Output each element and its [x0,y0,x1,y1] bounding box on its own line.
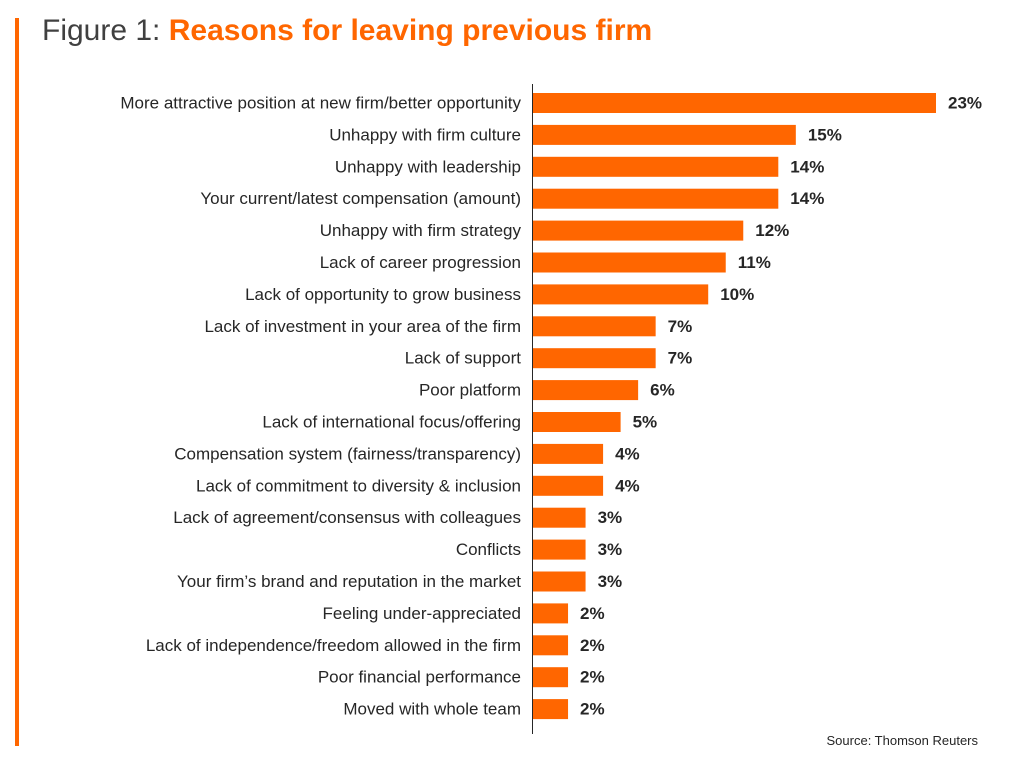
bar [533,571,586,592]
bar [533,220,744,241]
bar [533,412,621,432]
bar [533,667,569,688]
figure-prefix: Figure 1: [42,14,169,47]
value-label: 10% [720,285,754,304]
bar [533,252,726,273]
category-label: Lack of career progression [320,253,521,272]
category-label: Lack of investment in your area of the f… [204,317,521,336]
category-label: Lack of support [405,349,522,368]
bar [533,124,796,145]
value-label: 14% [790,189,824,208]
category-label: Lack of international focus/offering [262,413,521,432]
category-label: Unhappy with leadership [335,157,521,176]
category-label: Poor platform [419,381,521,400]
bars-group: More attractive position at new firm/bet… [120,93,982,720]
bar [533,156,779,177]
figure-heading: Reasons for leaving previous firm [168,14,653,47]
value-label: 2% [580,700,605,719]
category-label: Conflicts [456,540,521,559]
value-label: 7% [668,349,693,368]
category-label: Moved with whole team [343,700,521,719]
category-label: Compensation system (fairness/transparen… [174,444,521,463]
bar [533,603,569,624]
value-label: 4% [615,444,640,463]
bar [533,316,656,337]
value-label: 11% [738,253,771,272]
category-label: Your firm’s brand and reputation in the … [177,572,521,591]
category-label: Poor financial performance [318,668,521,687]
value-label: 2% [580,668,605,687]
bar [533,507,586,528]
value-label: 23% [948,94,982,113]
value-label: 7% [668,317,693,336]
category-label: Your current/latest compensation (amount… [200,189,521,208]
left-accent-bar [15,18,19,746]
value-label: 5% [633,413,658,432]
source-note: Source: Thomson Reuters [826,733,979,748]
category-label: Lack of opportunity to grow business [245,285,521,304]
category-label: Lack of independence/freedom allowed in … [146,636,521,655]
value-label: 14% [790,157,824,176]
value-label: 2% [580,604,605,623]
value-label: 15% [808,125,842,144]
category-label: Feeling under-appreciated [323,604,521,623]
category-label: More attractive position at new firm/bet… [120,94,521,113]
value-label: 2% [580,636,605,655]
value-label: 3% [598,540,623,559]
bar [533,539,586,560]
bar [533,699,569,720]
category-label: Lack of commitment to diversity & inclus… [196,476,521,495]
bar [533,635,569,656]
value-label: 12% [755,221,789,240]
bar [533,93,936,113]
bar [533,380,639,401]
category-label: Unhappy with firm culture [329,125,521,144]
value-label: 3% [598,572,623,591]
value-label: 4% [615,476,640,495]
bar [533,284,709,305]
category-label: Unhappy with firm strategy [320,221,522,240]
figure-title: Figure 1: Reasons for leaving previous f… [42,12,652,50]
bar [533,348,656,369]
bar [533,443,604,464]
value-label: 3% [598,508,623,527]
bar [533,188,779,209]
category-label: Lack of agreement/consensus with colleag… [173,508,521,527]
value-label: 6% [650,381,675,400]
bar [533,475,604,496]
